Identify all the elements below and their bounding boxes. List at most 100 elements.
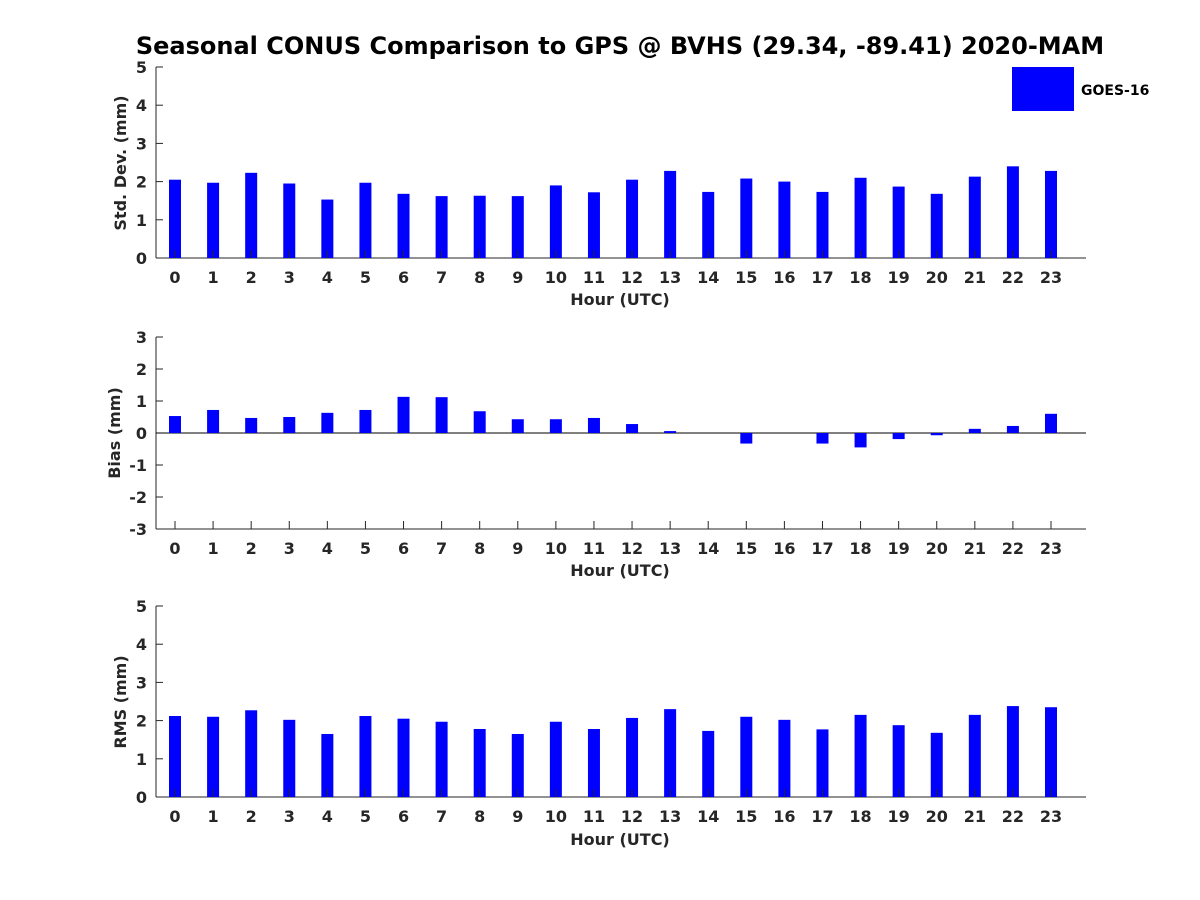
bias-xtick-label: 23 xyxy=(1040,539,1062,558)
bias-xtick-label: 6 xyxy=(398,539,409,558)
legend-label-goes16: GOES-16 xyxy=(1081,83,1149,99)
std-bar-hour-11 xyxy=(587,192,600,258)
bias-xtick-label: 11 xyxy=(583,539,605,558)
bias-bar-hour-13 xyxy=(664,431,677,433)
std-xtick-label: 13 xyxy=(659,268,681,287)
std-bar-hour-14 xyxy=(702,191,715,258)
bias-xtick-label: 12 xyxy=(621,539,643,558)
rms-xtick-label: 18 xyxy=(849,807,871,826)
bias-ytick-label: -2 xyxy=(129,488,147,507)
std-xtick-label: 5 xyxy=(360,268,371,287)
rms-xtick-label: 2 xyxy=(246,807,257,826)
rms-xtick-label: 1 xyxy=(208,807,219,826)
rms-xtick-label: 23 xyxy=(1040,807,1062,826)
rms-bar-hour-21 xyxy=(968,714,981,797)
bias-bar-hour-22 xyxy=(1006,425,1019,433)
std-ytick-label: 3 xyxy=(136,134,147,153)
std-bar-hour-15 xyxy=(740,178,753,258)
rms-xtick-label: 11 xyxy=(583,807,605,826)
std-ytick-label: 4 xyxy=(136,96,147,115)
std-xtick-label: 4 xyxy=(322,268,333,287)
rms-xtick-label: 17 xyxy=(811,807,833,826)
bias-xtick-label: 20 xyxy=(926,539,948,558)
rms-bar-hour-0 xyxy=(169,716,181,797)
rms-bar-hour-12 xyxy=(626,717,639,797)
std-bar-hour-6 xyxy=(397,193,410,258)
std-xtick-label: 6 xyxy=(398,268,409,287)
bias-xtick-label: 17 xyxy=(811,539,833,558)
std-xtick-label: 15 xyxy=(735,268,757,287)
std-xtick-label: 12 xyxy=(621,268,643,287)
std-bar-hour-1 xyxy=(207,182,220,258)
bias-bar-hour-9 xyxy=(511,419,524,433)
bias-xtick-label: 9 xyxy=(512,539,523,558)
std-xtick-label: 14 xyxy=(697,268,719,287)
bias-xtick-label: 14 xyxy=(697,539,719,558)
std-bar-hour-21 xyxy=(968,176,981,258)
rms-xtick-label: 13 xyxy=(659,807,681,826)
rms-xtick-label: 16 xyxy=(773,807,795,826)
std-bar-hour-20 xyxy=(930,193,943,258)
rms-xtick-label: 22 xyxy=(1002,807,1024,826)
bias-bar-hour-17 xyxy=(816,433,829,444)
bias-xtick-label: 16 xyxy=(773,539,795,558)
bias-bar-hour-23 xyxy=(1045,413,1057,433)
chart-title: Seasonal CONUS Comparison to GPS @ BVHS … xyxy=(136,32,1104,60)
std-xtick-label: 7 xyxy=(436,268,447,287)
rms-ytick-label: 5 xyxy=(136,597,147,616)
std-bar-hour-2 xyxy=(245,172,258,258)
rms-bar-hour-4 xyxy=(321,733,334,797)
rms-xtick-label: 19 xyxy=(888,807,910,826)
std-xtick-label: 19 xyxy=(888,268,910,287)
std-dev-ylabel: Std. Dev. (mm) xyxy=(111,95,130,230)
rms-bar-hour-1 xyxy=(207,716,220,797)
rms-bar-hour-5 xyxy=(359,716,372,797)
std-bar-hour-10 xyxy=(549,185,562,258)
std-bar-hour-4 xyxy=(321,199,334,258)
std-bar-hour-13 xyxy=(664,170,677,258)
std-bar-hour-12 xyxy=(626,179,639,258)
rms-ytick-label: 0 xyxy=(136,788,147,807)
std-ytick-label: 1 xyxy=(136,211,147,230)
bias-ylabel: Bias (mm) xyxy=(105,387,124,479)
rms-bar-hour-17 xyxy=(816,729,829,797)
bias-bar-hour-18 xyxy=(854,433,867,448)
std-xtick-label: 8 xyxy=(474,268,485,287)
rms-xtick-label: 15 xyxy=(735,807,757,826)
rms-ytick-label: 2 xyxy=(136,712,147,731)
std-ytick-label: 0 xyxy=(136,249,147,268)
rms-xtick-label: 6 xyxy=(398,807,409,826)
bias-bar-hour-21 xyxy=(968,428,981,433)
legend: GOES-16 xyxy=(1012,67,1149,111)
std-bar-hour-7 xyxy=(435,196,448,258)
rms-xtick-label: 0 xyxy=(169,807,180,826)
rms-ylabel: RMS (mm) xyxy=(111,655,130,748)
std-xtick-label: 0 xyxy=(169,268,180,287)
bias-bar-hour-2 xyxy=(245,417,258,433)
rms-bar-hour-9 xyxy=(511,733,524,797)
legend-swatch xyxy=(1012,67,1074,111)
rms-xtick-label: 3 xyxy=(284,807,295,826)
bias-xtick-label: 19 xyxy=(888,539,910,558)
rms-bar-hour-15 xyxy=(740,716,753,797)
rms-xtick-label: 12 xyxy=(621,807,643,826)
std-ytick-label: 2 xyxy=(136,173,147,192)
std-bar-hour-17 xyxy=(816,191,829,258)
rms-bar-hour-20 xyxy=(930,732,943,797)
bias-bar-hour-11 xyxy=(587,417,600,433)
std-xtick-label: 10 xyxy=(545,268,567,287)
rms-xtick-label: 21 xyxy=(964,807,986,826)
std-bar-hour-16 xyxy=(778,181,791,258)
bias-xtick-label: 2 xyxy=(246,539,257,558)
std-dev-xlabel: Hour (UTC) xyxy=(570,290,670,309)
bias-bar-hour-7 xyxy=(435,397,448,433)
rms-bar-hour-16 xyxy=(778,719,791,797)
rms-bar-hour-14 xyxy=(702,730,715,797)
std-bar-hour-22 xyxy=(1006,166,1019,258)
bias-xtick-label: 13 xyxy=(659,539,681,558)
std-xtick-label: 22 xyxy=(1002,268,1024,287)
std-bar-hour-9 xyxy=(511,196,524,258)
bias-xtick-label: 18 xyxy=(849,539,871,558)
